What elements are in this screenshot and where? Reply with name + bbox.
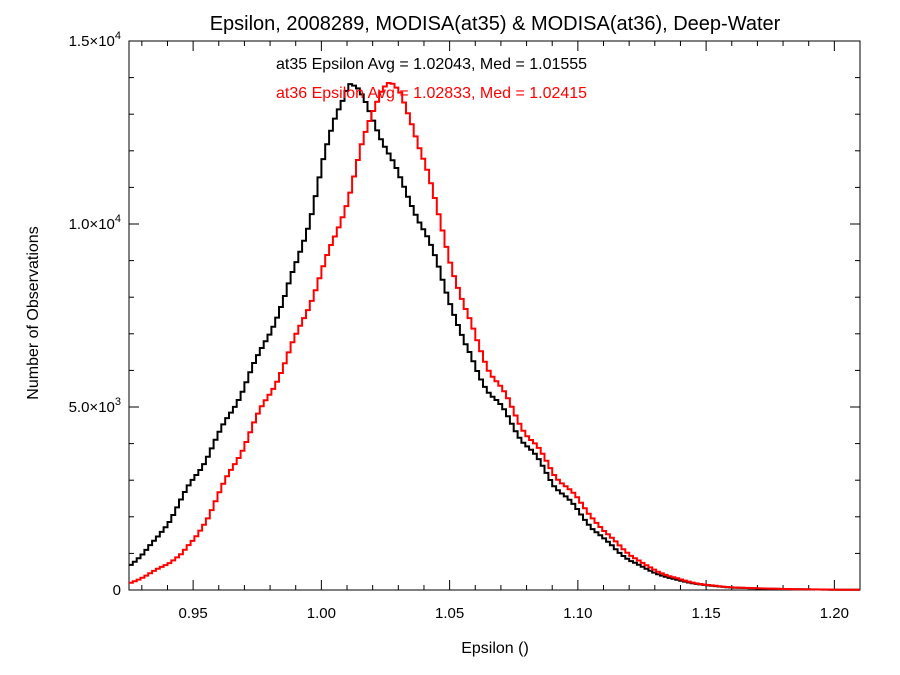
y-tick-mantissa: 0 (113, 582, 121, 599)
x-tick-label: 1.05 (435, 605, 464, 622)
plot-frame (128, 40, 861, 591)
annotations: at35 Epsilon Avg = 1.02043, Med = 1.0155… (276, 56, 587, 102)
stats-annotation: at35 Epsilon Avg = 1.02043, Med = 1.0155… (276, 56, 587, 73)
x-tick-label: 1.20 (820, 605, 849, 622)
y-tick-exponent: 4 (115, 213, 121, 225)
y-tick-exponent: 3 (115, 396, 121, 408)
x-axis-label: Epsilon () (461, 640, 529, 657)
axis-ticks: 0.95 1.00 1.05 1.10 1.15 1.2005.0×1031.0×1041… (69, 30, 861, 622)
y-tick-exponent: 4 (115, 30, 121, 42)
y-tick-mantissa: 1.0×10 (69, 216, 115, 233)
x-tick-label: 1.00 (307, 605, 336, 622)
y-tick-label: 1.0×104 (69, 213, 121, 233)
chart-title: Epsilon, 2008289, MODISA(at35) & MODISA(… (210, 13, 781, 35)
series-1 (129, 82, 860, 591)
x-tick-label: 0.95 (179, 605, 208, 622)
y-tick-mantissa: 5.0×10 (69, 399, 115, 416)
y-tick-label: 1.5×104 (69, 30, 121, 50)
y-tick-label: 5.0×103 (69, 396, 121, 416)
series-line (129, 82, 860, 591)
series-layer (129, 82, 860, 591)
x-tick-label: 1.10 (563, 605, 592, 622)
y-tick-mantissa: 1.5×10 (69, 33, 115, 50)
x-tick-label: 1.15 (692, 605, 721, 622)
plot-border (128, 40, 861, 591)
y-tick-label: 0 (113, 582, 121, 599)
y-axis-label: Number of Observations (25, 226, 42, 399)
stats-annotation: at36 Epsilon Avg = 1.02833, Med = 1.0241… (276, 85, 587, 102)
